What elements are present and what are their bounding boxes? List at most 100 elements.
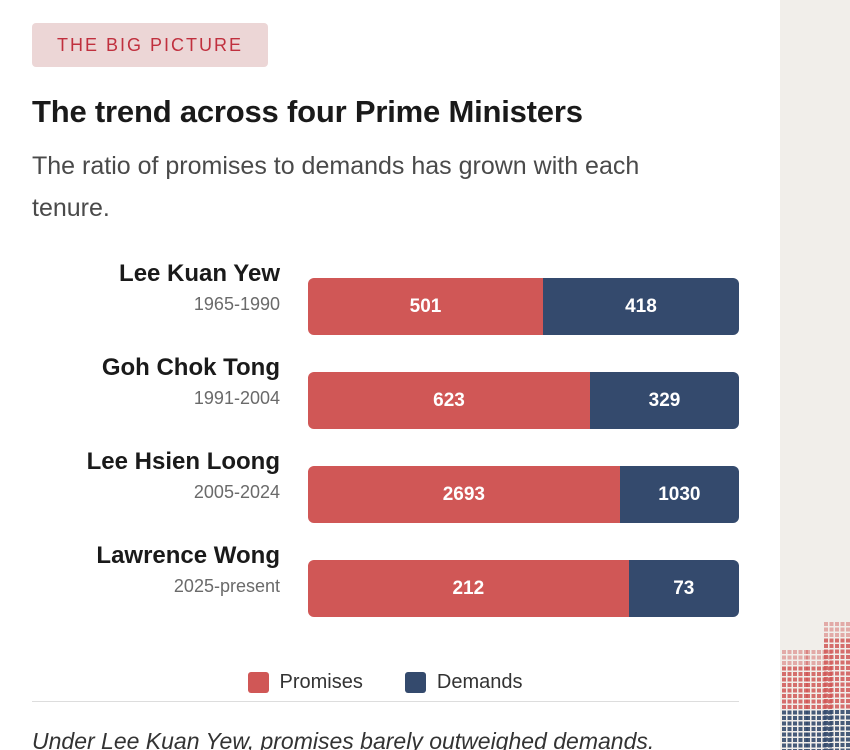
waffle-cell	[811, 672, 816, 676]
section-tag: THE BIG PICTURE	[32, 23, 268, 67]
waffle-cell	[846, 715, 850, 720]
waffle-cell	[835, 622, 839, 626]
waffle-cell	[782, 710, 786, 715]
waffle-cell	[787, 699, 792, 704]
bar-segment-promises: 501	[308, 278, 543, 335]
waffle-cell	[793, 732, 797, 737]
waffle-cell	[798, 743, 803, 748]
waffle-cell	[824, 721, 828, 725]
waffle-cell	[782, 650, 786, 654]
waffle-cell	[798, 655, 803, 660]
waffle-cell	[829, 633, 834, 637]
waffle-cell	[840, 726, 845, 731]
waffle-cell	[811, 650, 816, 654]
waffle-cell	[817, 716, 821, 720]
waffle-cell	[840, 715, 845, 720]
waffle-cell	[811, 661, 816, 665]
bar-segment-demands: 1030	[619, 466, 739, 523]
waffle-cell	[793, 727, 797, 731]
waffle-cell	[787, 650, 792, 654]
waffle-cell	[817, 688, 821, 693]
waffle-cell	[824, 633, 828, 637]
waffle-cell	[798, 672, 803, 676]
waffle-cell	[787, 655, 792, 660]
waffle-cell	[846, 726, 850, 731]
waffle-cell	[835, 693, 839, 698]
waffle-cell	[817, 650, 821, 654]
waffle-cell	[798, 661, 803, 665]
waffle-cell	[829, 748, 834, 750]
waffle-cell	[829, 715, 834, 720]
waffle-cell	[798, 727, 803, 731]
waffle-cell	[798, 677, 803, 682]
chart-row: Lawrence Wong 2025-present 212 73	[0, 542, 780, 617]
chart-row: Lee Kuan Yew 1965-1990 501 418	[0, 260, 780, 335]
waffle-cell	[793, 705, 797, 709]
pm-tenure-label: 2005-2024	[193, 482, 280, 502]
waffle-cell	[782, 666, 786, 671]
bar-value-label: 623	[433, 389, 465, 411]
waffle-cell	[835, 743, 839, 747]
waffle-cell	[829, 622, 834, 626]
waffle-cell	[811, 699, 816, 704]
waffle-cell	[811, 688, 816, 693]
waffle-cell	[824, 622, 828, 626]
waffle-cell	[835, 638, 839, 643]
waffle-cell	[787, 732, 792, 737]
bar-segment-promises: 2693	[308, 466, 620, 523]
waffle-cell	[840, 748, 845, 750]
pm-tenure-label: 2025-present	[173, 576, 280, 596]
waffle-cell	[835, 748, 839, 750]
waffle-cell	[824, 743, 828, 747]
waffle-cell	[824, 627, 828, 632]
waffle-cell	[782, 738, 786, 742]
waffle-cell	[782, 683, 786, 687]
waffle-cell	[846, 704, 850, 709]
waffle-cell	[811, 683, 816, 687]
waffle-cell	[824, 732, 828, 736]
waffle-cell	[793, 672, 797, 676]
waffle-cell	[817, 743, 821, 748]
waffle-cell	[835, 649, 839, 654]
waffle-cell	[806, 683, 810, 687]
bar-value-label: 418	[625, 295, 657, 317]
waffle-cell	[829, 655, 834, 659]
bar-segment-promises: 212	[308, 560, 629, 617]
waffle-cell	[782, 716, 786, 720]
waffle-cell	[806, 732, 810, 737]
waffle-decoration	[782, 622, 850, 750]
waffle-cell	[835, 627, 839, 632]
waffle-cell	[787, 661, 792, 665]
waffle-cell	[840, 633, 845, 637]
waffle-cell	[846, 682, 850, 687]
chart-row: Lee Hsien Loong 2005-2024 2693 1030	[0, 448, 780, 523]
waffle-cell	[798, 666, 803, 671]
waffle-cell	[846, 666, 850, 670]
bar-segment-promises: 623	[308, 372, 591, 429]
waffle-cell	[811, 721, 816, 726]
waffle-cell	[840, 737, 845, 742]
waffle-cell	[782, 743, 786, 748]
waffle-cell	[824, 748, 828, 750]
waffle-cell	[782, 694, 786, 698]
waffle-cell	[811, 677, 816, 682]
waffle-cell	[829, 743, 834, 747]
waffle-cell	[811, 710, 816, 715]
waffle-cell	[811, 655, 816, 660]
waffle-cell	[835, 699, 839, 703]
waffle-cell	[824, 666, 828, 670]
sidebar-decoration	[780, 0, 850, 750]
waffle-cell	[811, 666, 816, 671]
bar-segment-demands: 329	[590, 372, 739, 429]
waffle-cell	[835, 726, 839, 731]
waffle-cell	[811, 716, 816, 720]
waffle-cell	[829, 627, 834, 632]
waffle-cell	[835, 644, 839, 648]
waffle-cell	[835, 671, 839, 676]
stacked-bar: 212 73	[308, 560, 739, 617]
waffle-cell	[806, 694, 810, 698]
pm-tenure-label: 1991-2004	[193, 388, 280, 408]
waffle-cell	[824, 677, 828, 681]
legend-swatch-demands	[404, 672, 426, 693]
waffle-cell	[793, 694, 797, 698]
